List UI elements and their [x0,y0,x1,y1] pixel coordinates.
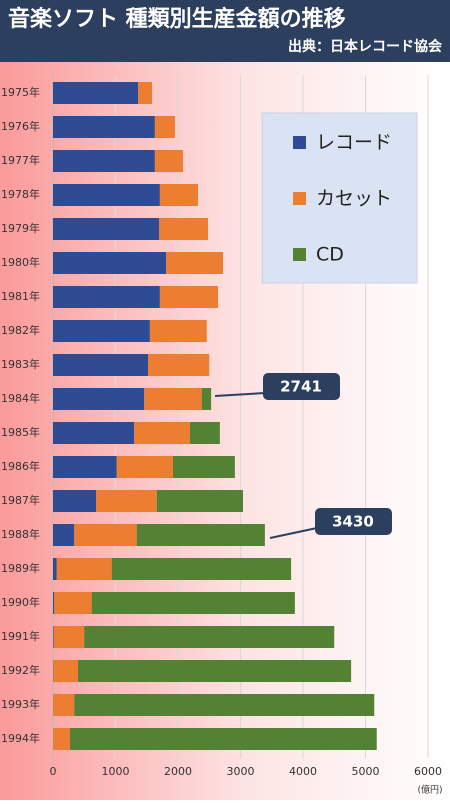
legend-label: レコード [316,132,392,154]
bar-segment [78,660,351,682]
y-tick-label: 1975年 [1,85,40,99]
x-axis-label: (億円) [417,784,442,796]
bar-segment [57,558,112,580]
bar-segment [166,252,223,274]
bar-segment [117,456,173,478]
bar-segment [190,422,220,444]
bar-segment [54,592,92,614]
y-tick-label: 1985年 [1,425,40,439]
x-tick-label: 1000 [102,765,130,778]
y-tick-label: 1978年 [1,187,40,201]
bar-segment [70,728,377,750]
y-tick-label: 1982年 [1,323,40,337]
bar-segment [53,422,134,444]
chart-title: 音楽ソフト 種類別生産金額の推移 [8,6,346,32]
bar-segment [112,558,291,580]
legend-label: カセット [316,188,392,210]
y-tick-label: 1981年 [1,289,40,303]
bar-segment [53,626,54,648]
bar-segment [148,354,209,376]
y-tick-label: 1992年 [1,663,40,677]
bar-segment [160,286,218,308]
bar-segment [84,626,334,648]
callout-text: 2741 [280,378,322,396]
bar-segment [53,116,155,138]
bar-segment [144,388,202,410]
bar-segment [157,490,243,512]
bar-segment [53,218,159,240]
x-tick-label: 2000 [164,765,192,778]
legend-swatch [293,248,306,261]
y-tick-label: 1977年 [1,153,40,167]
x-tick-label: 4000 [289,765,317,778]
chart-subtitle: 出典：日本レコード協会 [288,38,443,55]
bar-segment [53,694,74,716]
bar-segment [138,82,152,104]
y-tick-label: 1990年 [1,595,40,609]
bar-segment [155,150,183,172]
x-tick-label: 5000 [352,765,380,778]
y-tick-label: 1976年 [1,119,40,133]
bar-segment [53,660,78,682]
callout-text: 3430 [332,513,374,531]
bar-segment [96,490,157,512]
bar-segment [53,490,96,512]
y-tick-label: 1988年 [1,527,40,541]
x-tick-label: 0 [50,765,57,778]
y-tick-label: 1987年 [1,493,40,507]
bar-segment [53,388,144,410]
bar-segment [53,184,160,206]
y-tick-label: 1986年 [1,459,40,473]
bar-segment [150,320,207,342]
bar-segment [53,82,138,104]
y-tick-label: 1980年 [1,255,40,269]
y-tick-label: 1991年 [1,629,40,643]
legend-swatch [293,192,306,205]
bar-segment [53,592,54,614]
bar-segment [53,150,155,172]
bar-segment [53,286,160,308]
bar-segment [160,184,198,206]
bar-segment [137,524,265,546]
bar-segment [155,116,175,138]
bar-segment [53,728,70,750]
x-tick-label: 3000 [227,765,255,778]
bar-segment [134,422,190,444]
bar-segment [53,320,150,342]
bar-segment [74,694,374,716]
y-tick-label: 1983年 [1,357,40,371]
y-tick-label: 1984年 [1,391,40,405]
bar-segment [54,626,85,648]
bar-segment [74,524,137,546]
bar-segment [159,218,208,240]
bar-segment [53,354,148,376]
y-tick-label: 1989年 [1,561,40,575]
bar-segment [92,592,295,614]
x-tick-label: 6000 [414,765,442,778]
y-tick-label: 1979年 [1,221,40,235]
bar-segment [53,558,57,580]
y-tick-label: 1993年 [1,697,40,711]
bar-segment [53,252,166,274]
legend-swatch [293,136,306,149]
bar-segment [202,388,211,410]
bar-segment [53,456,117,478]
bar-segment [173,456,235,478]
y-tick-label: 1994年 [1,731,40,745]
bar-segment [53,524,74,546]
legend-label: CD [316,244,344,266]
